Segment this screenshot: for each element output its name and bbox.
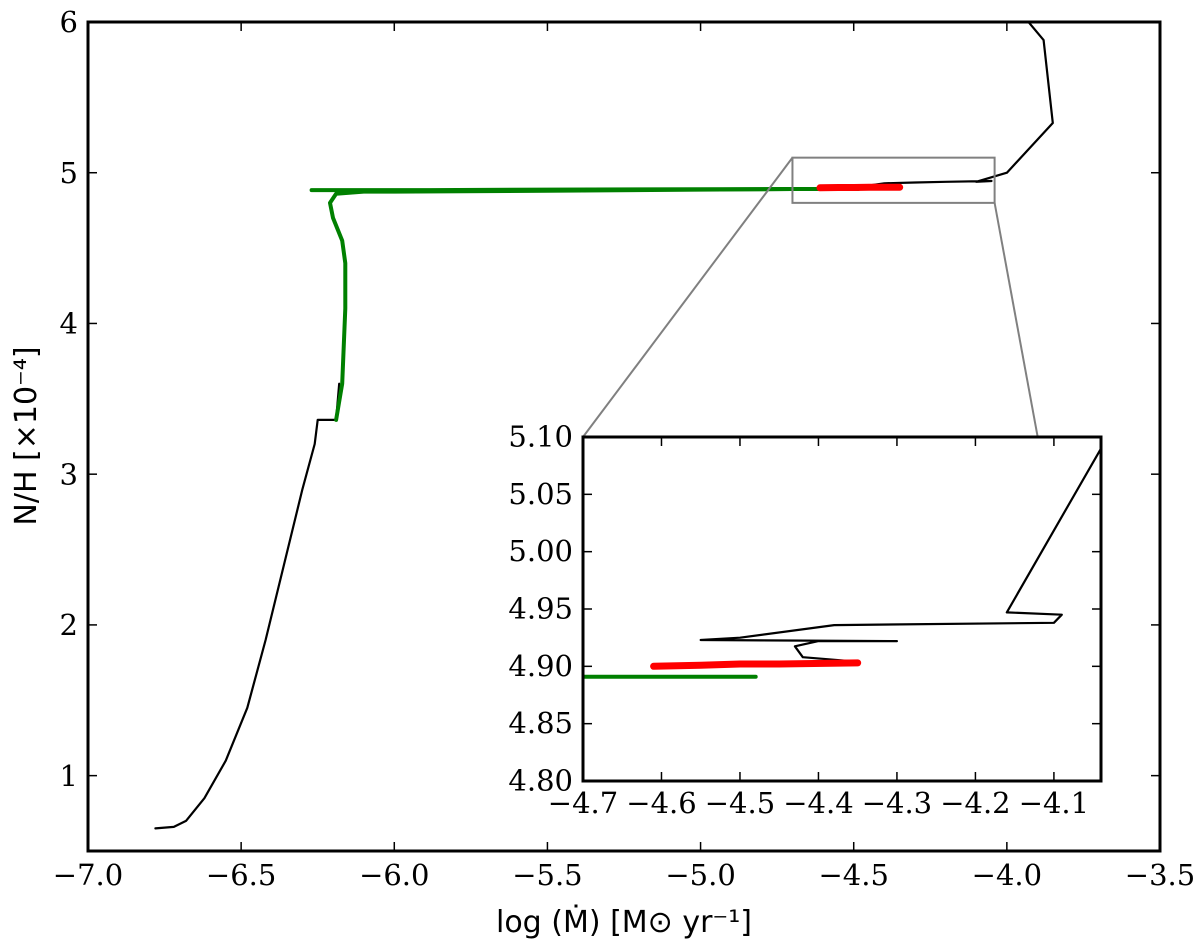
- inset-plot: −4.7 −4.6 −4.5 −4.4 −4.3 −4.2 −4.1 4.80 4.85 4.9…: [508, 419, 1103, 820]
- inset-y-tick-label: 4.80: [508, 763, 573, 797]
- inset-series-line-3: [650, 659, 862, 670]
- main-x-tick-label: −5.0: [665, 858, 735, 892]
- main-series-line-5: [816, 183, 904, 192]
- inset-x-tick-label: −4.7: [548, 786, 618, 820]
- inset-x-tick-labels: −4.7 −4.6 −4.5 −4.4 −4.3 −4.2 −4.1: [548, 786, 1089, 820]
- main-x-tick-label: −3.5: [1125, 858, 1195, 892]
- inset-series-line-1: [699, 447, 1101, 663]
- main-y-tick-label: 6: [60, 5, 78, 39]
- inset-y-tick-label: 5.00: [508, 534, 573, 568]
- inset-x-tick-label: −4.5: [705, 786, 775, 820]
- main-x-tick-label: −6.0: [359, 858, 429, 892]
- main-y-tick-label: 3: [60, 457, 78, 491]
- main-y-tick-label: 1: [60, 759, 78, 793]
- main-plot: −7.0 −6.5 −6.0 −5.5 −5.0 −4.5 −4.0 −3.5 123456 …: [9, 5, 1195, 940]
- main-y-tick-label: 4: [60, 307, 78, 341]
- main-ticks: [87, 21, 1161, 851]
- zoom-rectangle: [791, 156, 996, 204]
- inset-background: [583, 437, 1101, 781]
- inset-y-tick-label: 4.85: [508, 706, 573, 740]
- main-x-tick-label: −4.0: [972, 858, 1042, 892]
- main-x-tick-label: −4.5: [819, 858, 889, 892]
- y-axis-title: N/H [×10⁻⁴]: [9, 346, 44, 525]
- main-series-line-2: [861, 22, 1054, 188]
- main-y-tick-label: 2: [60, 608, 78, 642]
- main-plot-frame: [86, 20, 1162, 853]
- inset-y-tick-labels: 4.80 4.85 4.90 4.95 5.00 5.05 5.10: [508, 419, 573, 797]
- inset-x-tick-label: −4.3: [862, 786, 932, 820]
- inset-x-tick-label: −4.4: [783, 786, 853, 820]
- main-x-tick-labels: −7.0 −6.5 −6.0 −5.5 −5.0 −4.5 −4.0 −3.5: [53, 858, 1195, 892]
- main-x-tick-label: −5.5: [512, 858, 582, 892]
- main-x-tick-label: −6.5: [206, 858, 276, 892]
- inset-ticks: [582, 436, 1101, 782]
- zoom-connector-line: [582, 157, 794, 438]
- main-y-tick-label: 5: [60, 156, 78, 190]
- inset-y-tick-label: 5.05: [508, 477, 573, 511]
- inset-y-tick-label: 4.95: [508, 591, 573, 625]
- x-axis-title: log (Ṁ) [M⊙ yr⁻¹]: [496, 904, 752, 940]
- inset-x-tick-label: −4.2: [940, 786, 1010, 820]
- main-y-tick-labels: 1 2 3 4 5 6: [60, 5, 78, 793]
- inset-x-tick-label: −4.1: [1019, 786, 1089, 820]
- main-series-line-1: [154, 382, 341, 830]
- inset-y-tick-label: 4.90: [508, 649, 573, 683]
- main-series-line-4: [309, 187, 795, 193]
- main-series-group: [154, 22, 1054, 830]
- inset-series-group: [583, 447, 1101, 679]
- inset-x-tick-label: −4.6: [626, 786, 696, 820]
- inset-y-tick-label: 5.10: [508, 419, 573, 453]
- main-x-tick-label: −7.0: [53, 858, 123, 892]
